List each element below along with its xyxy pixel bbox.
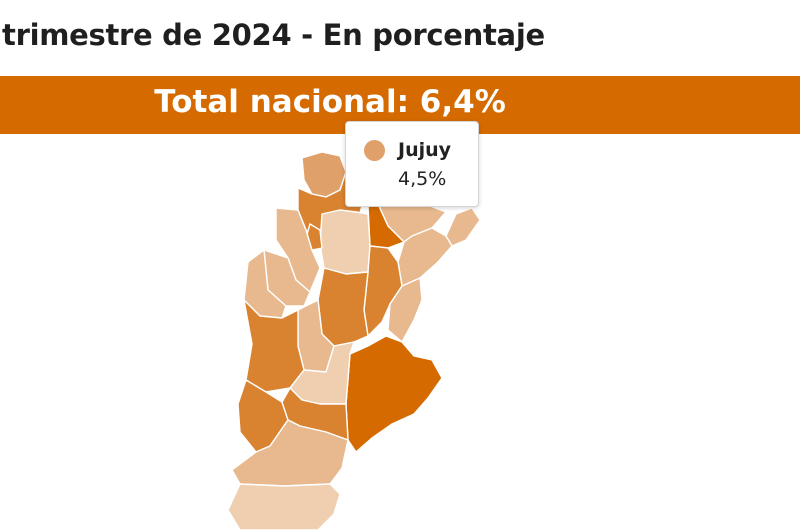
national-total-label: Total nacional: 6,4% <box>154 84 506 120</box>
tooltip-province-value: 4,5% <box>398 168 447 190</box>
province-misiones[interactable] <box>445 207 481 247</box>
province-santa-cruz[interactable] <box>227 483 341 530</box>
tooltip-province-name: Jujuy <box>398 139 452 161</box>
province-santiago-del-estero[interactable] <box>319 209 371 275</box>
province-buenos-aires[interactable] <box>345 335 443 453</box>
map-title: trimestre de 2024 - En porcentaje <box>2 18 545 52</box>
province-cordoba[interactable] <box>317 267 369 347</box>
province-tooltip: Jujuy 4,5% <box>345 121 479 207</box>
tooltip-color-dot <box>364 140 385 161</box>
province-chubut[interactable] <box>231 419 349 487</box>
province-entre-rios[interactable] <box>387 277 423 343</box>
province-catamarca[interactable] <box>275 207 321 293</box>
